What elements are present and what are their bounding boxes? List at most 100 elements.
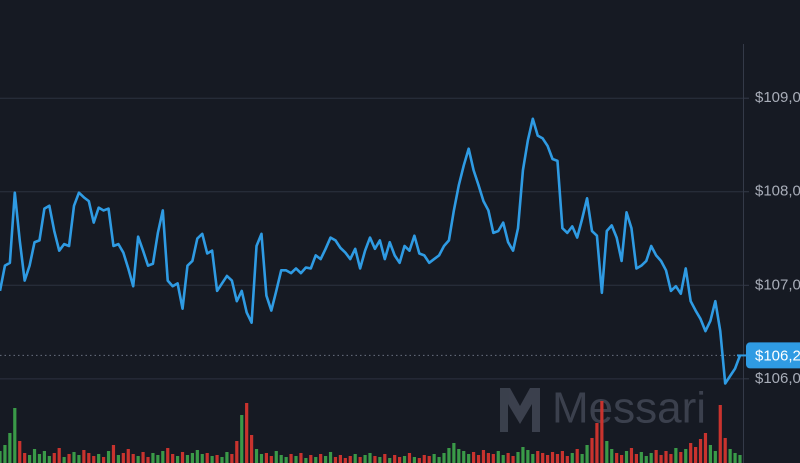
volume-bar — [57, 448, 61, 463]
volume-bar — [195, 450, 199, 463]
volume-bar — [427, 456, 431, 463]
volume-bar — [126, 449, 130, 463]
volume-bar — [254, 449, 259, 463]
volume-bar — [402, 456, 407, 463]
volume-bar — [269, 456, 273, 463]
volume-bar — [472, 452, 476, 463]
volume-bar — [536, 451, 540, 463]
volume-bar — [240, 415, 244, 463]
current-price-label: $106,250 — [755, 347, 800, 364]
volume-bar — [363, 455, 367, 463]
volume-bar — [713, 451, 717, 463]
volume-bar — [629, 448, 634, 463]
volume-bar — [526, 450, 530, 463]
volume-bar — [481, 450, 486, 463]
volume-bar — [200, 454, 204, 463]
volume-bar — [417, 458, 421, 463]
volume-bar — [531, 454, 535, 463]
volume-bar — [333, 457, 338, 463]
volume-bar — [585, 445, 589, 463]
volume-bar — [176, 456, 180, 463]
volume-bar — [550, 452, 555, 463]
volume-bar — [116, 455, 120, 463]
y-tick-label: $106,000 — [755, 370, 800, 387]
volume-bar — [560, 451, 564, 463]
volume-bar — [42, 451, 46, 463]
volume-bar — [580, 454, 584, 463]
volume-bar — [654, 450, 658, 463]
volume-bar — [299, 453, 303, 463]
volume-bar — [52, 453, 56, 463]
volume-bar — [634, 454, 638, 463]
volume-bar — [190, 453, 194, 463]
volume-bar — [141, 452, 145, 463]
volume-bar — [698, 439, 703, 463]
volume-bar — [72, 452, 76, 463]
volume-bar — [373, 456, 377, 463]
volume-bar — [447, 448, 451, 463]
volume-bar — [624, 451, 629, 463]
volume-bar — [235, 441, 239, 463]
volume-bar — [23, 453, 27, 463]
volume-bar — [398, 457, 402, 463]
volume-bar — [185, 455, 190, 463]
volume-bar — [393, 455, 397, 463]
volume-bar — [259, 454, 264, 463]
volume-bar — [328, 452, 333, 463]
volume-bar — [738, 455, 742, 463]
volume-bar — [694, 447, 698, 463]
volume-bar — [28, 455, 32, 463]
volume-bar — [639, 452, 643, 463]
volume-bar — [388, 458, 392, 463]
volume-bar — [506, 453, 510, 463]
volume-bar — [121, 453, 125, 463]
price-line — [0, 117, 742, 385]
volume-bar — [225, 452, 229, 463]
volume-bar — [610, 449, 614, 463]
volume-bar — [649, 453, 653, 463]
volume-bar — [565, 456, 569, 463]
volume-bar — [284, 457, 288, 463]
volume-bar — [659, 455, 663, 463]
volume-bar — [437, 457, 441, 463]
volume-bar — [501, 455, 505, 463]
volume-bar — [309, 455, 313, 463]
y-tick-label: $108,000 — [755, 183, 800, 200]
volume-bar — [13, 408, 17, 463]
volume-bar — [383, 454, 387, 463]
volume-bar — [338, 455, 342, 463]
volume-bar — [516, 452, 520, 463]
volume-bar — [462, 451, 466, 463]
watermark: Messari — [500, 384, 706, 433]
volume-bar — [358, 457, 362, 463]
volume-bar — [605, 441, 609, 463]
volume-bar — [570, 453, 574, 463]
volume-bar — [230, 454, 234, 463]
volume-bar — [324, 456, 328, 463]
volume-bar — [87, 453, 91, 463]
volume-bar — [314, 457, 318, 463]
volume-bar — [294, 456, 298, 463]
volume-bar — [37, 454, 42, 463]
volume-bar — [718, 405, 722, 463]
volume-bar — [684, 449, 688, 463]
volume-bar — [279, 455, 283, 463]
volume-bar — [486, 453, 490, 463]
volume-bar — [708, 445, 712, 463]
watermark-text: Messari — [552, 384, 706, 433]
volume-bar — [703, 433, 708, 463]
volume-bar — [220, 457, 224, 463]
volume-bar — [289, 454, 293, 463]
volume-bar — [541, 453, 545, 463]
volume-bar — [3, 445, 7, 463]
y-tick-label: $107,000 — [755, 276, 800, 293]
watermark-logo — [500, 388, 540, 432]
volume-bar — [156, 455, 160, 463]
volume-bar — [595, 423, 599, 463]
volume-bar — [546, 455, 550, 463]
volume-bar — [77, 455, 81, 463]
volume-bar — [521, 447, 525, 463]
